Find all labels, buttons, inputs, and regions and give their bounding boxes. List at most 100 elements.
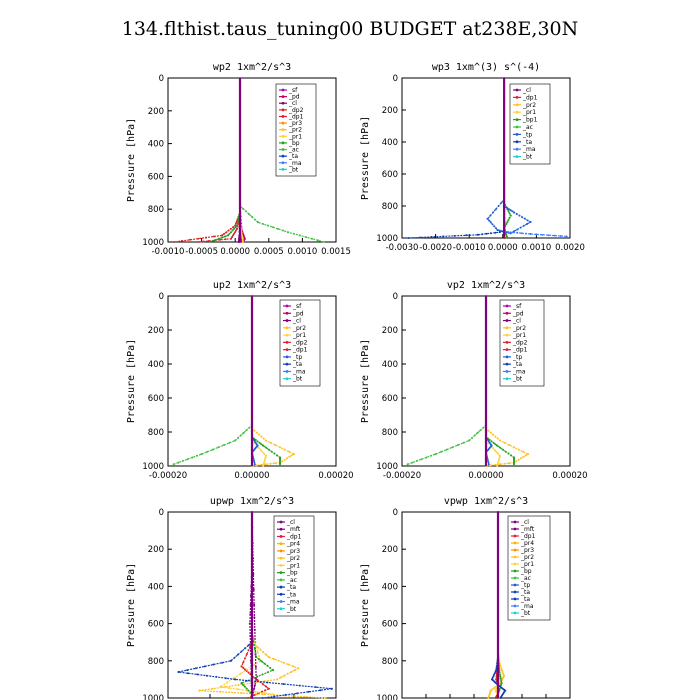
series-marker: [263, 692, 266, 694]
series-marker: [471, 436, 473, 439]
legend-marker: [513, 590, 517, 594]
series-marker: [262, 444, 265, 447]
y-axis-label: Pressure [hPa]: [360, 116, 371, 200]
series-marker: [253, 463, 256, 466]
legend-label: _ta: [520, 596, 530, 603]
y-tick-label: 400: [382, 138, 398, 148]
y-tick-label: 1000: [376, 234, 398, 244]
series-marker: [457, 444, 459, 446]
series-marker: [262, 463, 265, 466]
y-tick-label: 200: [148, 545, 164, 555]
legend-marker: [505, 319, 509, 322]
legend-marker: [505, 326, 509, 330]
legend-marker: [515, 147, 519, 151]
series-marker: [500, 682, 503, 685]
legend-marker: [279, 600, 283, 603]
series-line: [408, 231, 505, 239]
legend-label: _ma: [522, 146, 536, 153]
legend-marker: [513, 597, 517, 601]
series-marker: [253, 429, 256, 432]
legend-marker: [285, 319, 289, 322]
y-tick-label: 0: [159, 292, 164, 302]
series-marker: [265, 685, 267, 688]
legend-marker: [513, 569, 517, 573]
y-tick-label: 600: [382, 170, 398, 180]
series-marker: [468, 439, 471, 442]
series-marker: [224, 238, 227, 241]
series-marker: [510, 454, 513, 457]
legend-label: _tp: [522, 131, 532, 138]
series-marker: [234, 224, 237, 227]
series-marker: [248, 622, 251, 625]
legend-label: _dp2: [512, 339, 528, 346]
series-marker: [434, 453, 437, 456]
series-marker: [252, 459, 255, 462]
legend-marker: [515, 155, 519, 159]
legend-label: _dp1: [288, 113, 304, 120]
series-marker: [274, 462, 277, 465]
y-tick-label: 800: [382, 428, 398, 438]
series-marker: [236, 222, 239, 225]
series-marker: [324, 697, 327, 699]
series-marker: [504, 450, 507, 453]
series-marker: [265, 653, 267, 656]
series-marker: [298, 684, 301, 687]
series-marker: [440, 450, 443, 453]
legend-label: _bt: [512, 376, 523, 383]
legend-label: _ma: [512, 368, 526, 375]
series-marker: [274, 444, 277, 446]
series-marker: [281, 460, 284, 463]
series-marker: [181, 459, 184, 462]
x-tick-label: 0.00020: [552, 471, 587, 481]
series-marker: [237, 220, 239, 223]
legend-label: _dp1: [522, 94, 538, 101]
series-marker: [489, 232, 492, 235]
legend-label: _pr2: [522, 102, 536, 109]
series-marker: [261, 697, 264, 699]
series-marker: [242, 684, 245, 686]
legend-marker: [281, 154, 285, 158]
x-tick-label: 0.00020: [318, 471, 353, 481]
series-marker: [187, 672, 189, 675]
series-marker: [209, 241, 211, 243]
legend-label: _pr2: [512, 325, 526, 332]
series-marker: [296, 692, 299, 695]
series-marker: [265, 446, 267, 449]
series-marker: [247, 689, 250, 692]
legend-label: _ta: [522, 139, 532, 146]
legend-marker: [513, 583, 517, 587]
series-marker: [255, 645, 258, 648]
series-marker: [219, 685, 222, 688]
legend-marker: [515, 96, 519, 99]
series-marker: [202, 240, 205, 243]
series-marker: [213, 235, 215, 238]
legend-marker: [285, 340, 289, 344]
series-marker: [240, 233, 243, 236]
series-marker: [516, 231, 519, 234]
legend-label: _dp2: [292, 339, 308, 346]
x-tick-label: -0.00020: [383, 471, 421, 481]
legend-label: _bt: [522, 154, 533, 161]
legend-label: _dp1: [286, 533, 302, 540]
legend-marker: [515, 88, 519, 92]
series-marker: [273, 452, 276, 455]
y-tick-label: 800: [382, 657, 398, 667]
legend-label: _pd: [288, 94, 300, 101]
series-marker: [234, 678, 237, 681]
legend-label: _pr1: [292, 332, 306, 339]
legend-label: _ma: [286, 599, 300, 606]
series-marker: [256, 650, 259, 653]
series-marker: [494, 443, 497, 446]
series-marker: [242, 666, 245, 669]
y-tick-label: 200: [382, 106, 398, 116]
legend-marker: [513, 541, 517, 545]
panel-title: up2 1xm^2/s^3: [213, 280, 291, 291]
legend-marker: [515, 110, 519, 114]
series-marker: [522, 450, 525, 453]
legend-marker: [281, 95, 285, 99]
y-tick-label: 1000: [142, 462, 164, 472]
series-marker: [233, 656, 236, 659]
series-marker: [489, 221, 492, 224]
series-marker: [197, 237, 199, 240]
legend-label: _dp1: [512, 347, 528, 354]
